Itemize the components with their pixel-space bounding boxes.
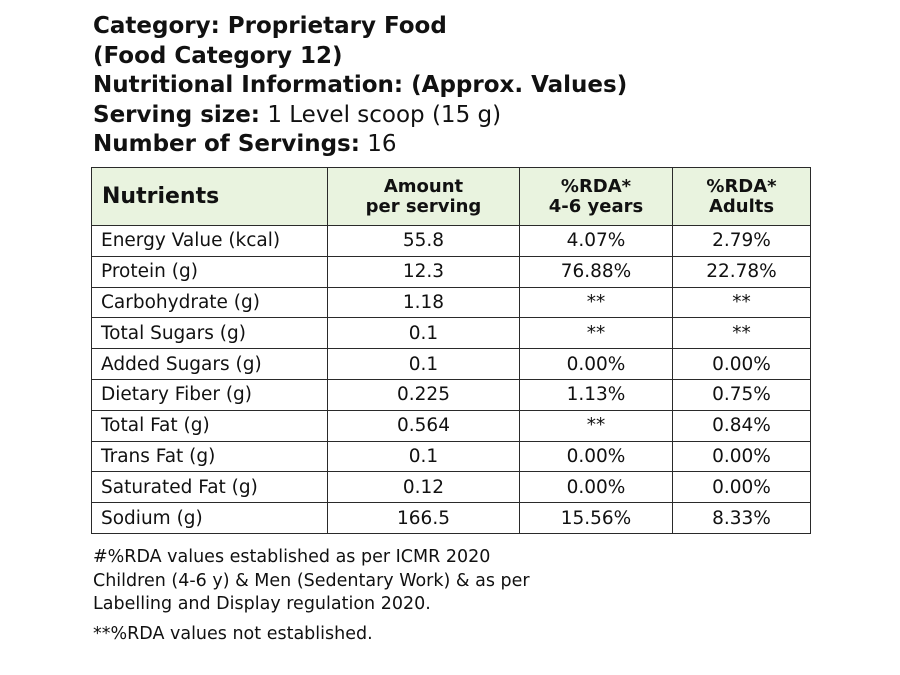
amount-cell: 0.12 [327, 471, 520, 504]
nutrient-name: Carbohydrate (g) [91, 286, 328, 319]
amount-cell: 0.1 [327, 348, 520, 380]
table-row: Protein (g) 12.3 76.88% 22.78% [91, 255, 811, 288]
rda-children-cell: 0.00% [519, 440, 673, 473]
table-row: Trans Fat (g) 0.1 0.00% 0.00% [91, 440, 811, 473]
category-line: Category: Proprietary Food [93, 12, 873, 42]
rda-children-cell: 4.07% [519, 225, 673, 257]
amount-cell: 12.3 [327, 255, 520, 288]
serving-size-value: 1 Level scoop (15 g) [267, 101, 502, 128]
column-header-amount: Amount per serving [327, 167, 520, 226]
amount-cell: 55.8 [327, 225, 520, 257]
nutrient-name: Dietary Fiber (g) [91, 378, 328, 411]
column-header-sublabel: 4-6 years [548, 195, 644, 217]
amount-cell: 166.5 [327, 502, 520, 534]
category-text: Category: Proprietary Food [93, 13, 447, 39]
rda-adults-cell: 0.00% [672, 348, 811, 380]
rda-adults-cell: 0.84% [672, 409, 811, 442]
table-row: Total Fat (g) 0.564 ** 0.84% [91, 409, 811, 442]
amount-cell: 0.1 [327, 317, 520, 350]
food-category-line: (Food Category 12) [93, 42, 873, 72]
column-header-label: Nutrients [102, 183, 220, 209]
serving-size-label: Serving size: [93, 101, 260, 128]
table-row: Energy Value (kcal) 55.8 4.07% 2.79% [91, 225, 811, 257]
amount-cell: 1.18 [327, 286, 520, 319]
rda-adults-cell: 0.00% [672, 471, 811, 504]
nutrient-name: Total Sugars (g) [91, 317, 328, 350]
column-header-label: %RDA* [560, 175, 632, 197]
rda-children-cell: 0.00% [519, 471, 673, 504]
rda-children-cell: 15.56% [519, 502, 673, 534]
nutrient-name: Energy Value (kcal) [91, 225, 328, 257]
label-footnotes: #%RDA values established as per ICMR 202… [93, 546, 793, 646]
nutrient-name: Sodium (g) [91, 502, 328, 534]
nutrient-name: Saturated Fat (g) [91, 471, 328, 504]
nutrition-title-line: Nutritional Information: (Approx. Values… [93, 71, 873, 101]
amount-cell: 0.1 [327, 440, 520, 473]
servings-label: Number of Servings: [93, 131, 360, 157]
table-row: Saturated Fat (g) 0.12 0.00% 0.00% [91, 471, 811, 504]
nutrient-name: Added Sugars (g) [91, 348, 328, 380]
label-header: Category: Proprietary Food (Food Categor… [93, 12, 873, 160]
amount-cell: 0.564 [327, 409, 520, 442]
column-header-label: %RDA* [706, 175, 777, 197]
amount-cell: 0.225 [327, 378, 520, 411]
footnote-not-established: **%RDA values not established. [93, 623, 373, 644]
column-header-rda-adults: %RDA* Adults [672, 167, 811, 226]
rda-children-cell: 0.00% [519, 348, 673, 380]
column-header-sublabel: per serving [365, 195, 482, 217]
nutrient-name: Protein (g) [91, 255, 328, 288]
food-category-text: (Food Category 12) [93, 42, 343, 69]
nutrient-name: Total Fat (g) [91, 409, 328, 442]
rda-adults-cell: 8.33% [672, 502, 811, 534]
column-header-label: Amount [383, 175, 464, 197]
column-header-nutrients: Nutrients [91, 167, 328, 226]
nutrient-name: Trans Fat (g) [91, 440, 328, 473]
column-header-rda-children: %RDA* 4-6 years [519, 167, 673, 226]
servings-line: Number of Servings: 16 [93, 130, 873, 160]
footnote-regulation: Labelling and Display regulation 2020. [93, 594, 431, 614]
table-row: Added Sugars (g) 0.1 0.00% 0.00% [91, 348, 811, 380]
serving-size-line: Serving size: 1 Level scoop (15 g) [93, 101, 873, 131]
table-row: Sodium (g) 166.5 15.56% 8.33% [91, 502, 811, 534]
rda-children-cell: 1.13% [519, 378, 673, 411]
footnote-rda-source: #%RDA values established as per ICMR 202… [93, 547, 491, 567]
rda-adults-cell: ** [672, 286, 811, 319]
rda-children-cell: ** [519, 286, 673, 319]
footnote-rda-groups: Children (4-6 y) & Men (Sedentary Work) … [93, 570, 530, 591]
table-row: Dietary Fiber (g) 0.225 1.13% 0.75% [91, 378, 811, 411]
rda-adults-cell: 22.78% [672, 255, 811, 288]
nutrition-title: Nutritional Information: (Approx. Values… [93, 72, 628, 98]
rda-adults-cell: 2.79% [672, 225, 811, 257]
rda-adults-cell: ** [672, 317, 811, 350]
servings-value: 16 [367, 131, 397, 157]
table-row: Total Sugars (g) 0.1 ** ** [91, 317, 811, 350]
rda-adults-cell: 0.75% [672, 378, 811, 411]
rda-children-cell: ** [519, 317, 673, 350]
table-header-row: Nutrients Amount per serving %RDA* 4-6 y… [91, 167, 811, 226]
rda-children-cell: 76.88% [519, 255, 673, 288]
rda-adults-cell: 0.00% [672, 440, 811, 473]
rda-children-cell: ** [519, 409, 673, 442]
table-row: Carbohydrate (g) 1.18 ** ** [91, 286, 811, 319]
column-header-sublabel: Adults [708, 195, 775, 217]
nutrition-table: Nutrients Amount per serving %RDA* 4-6 y… [91, 167, 811, 534]
